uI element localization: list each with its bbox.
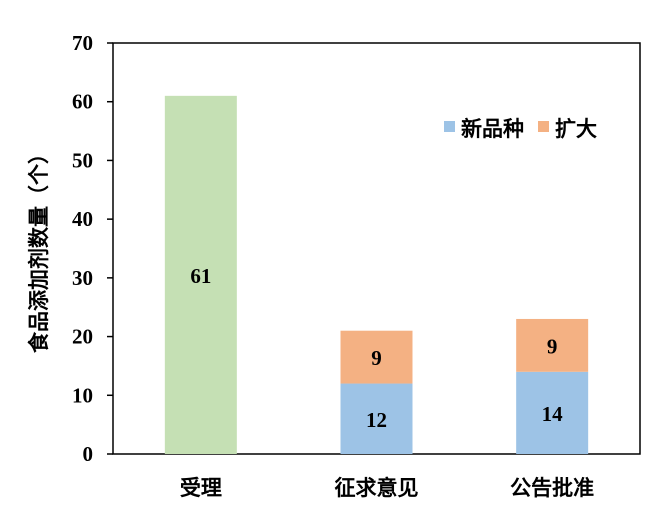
y-tick-label: 30: [72, 266, 93, 290]
bar-segment: [516, 371, 589, 454]
y-axis: 0 10 20 30 40 50 60 70: [72, 31, 113, 466]
bar-segment: [516, 318, 589, 372]
bar-segment: [340, 383, 413, 454]
bar-segment: [340, 330, 413, 384]
x-axis: 受理 征求意见 公告批准: [180, 476, 594, 500]
y-tick-label: 50: [72, 148, 93, 172]
legend-swatch: [444, 121, 455, 132]
bar-value-label: 12: [366, 408, 387, 432]
y-tick-label: 0: [83, 442, 94, 466]
bar-value-label: 9: [371, 346, 382, 370]
x-category-label: 公告批准: [510, 476, 594, 500]
y-tick-label: 60: [72, 90, 93, 114]
legend-label: 新品种: [461, 117, 524, 141]
legend: 新品种 扩大: [444, 117, 597, 141]
legend-swatch: [538, 121, 549, 132]
y-axis-label: 食品添加剂数量（个）: [27, 143, 51, 353]
bar-value-label: 9: [547, 334, 558, 358]
bar-value-label: 61: [190, 264, 211, 288]
y-tick-label: 40: [72, 207, 93, 231]
bar-value-label: 14: [542, 402, 564, 426]
bar-segment: [164, 95, 237, 454]
x-category-label: 受理: [180, 476, 222, 500]
y-tick-label: 20: [72, 325, 93, 349]
y-tick-label: 70: [72, 31, 93, 55]
x-category-label: 征求意见: [335, 476, 419, 500]
legend-label: 扩大: [555, 117, 597, 141]
y-tick-label: 10: [72, 383, 93, 407]
bars: 61 12 9 14 9: [164, 95, 589, 454]
